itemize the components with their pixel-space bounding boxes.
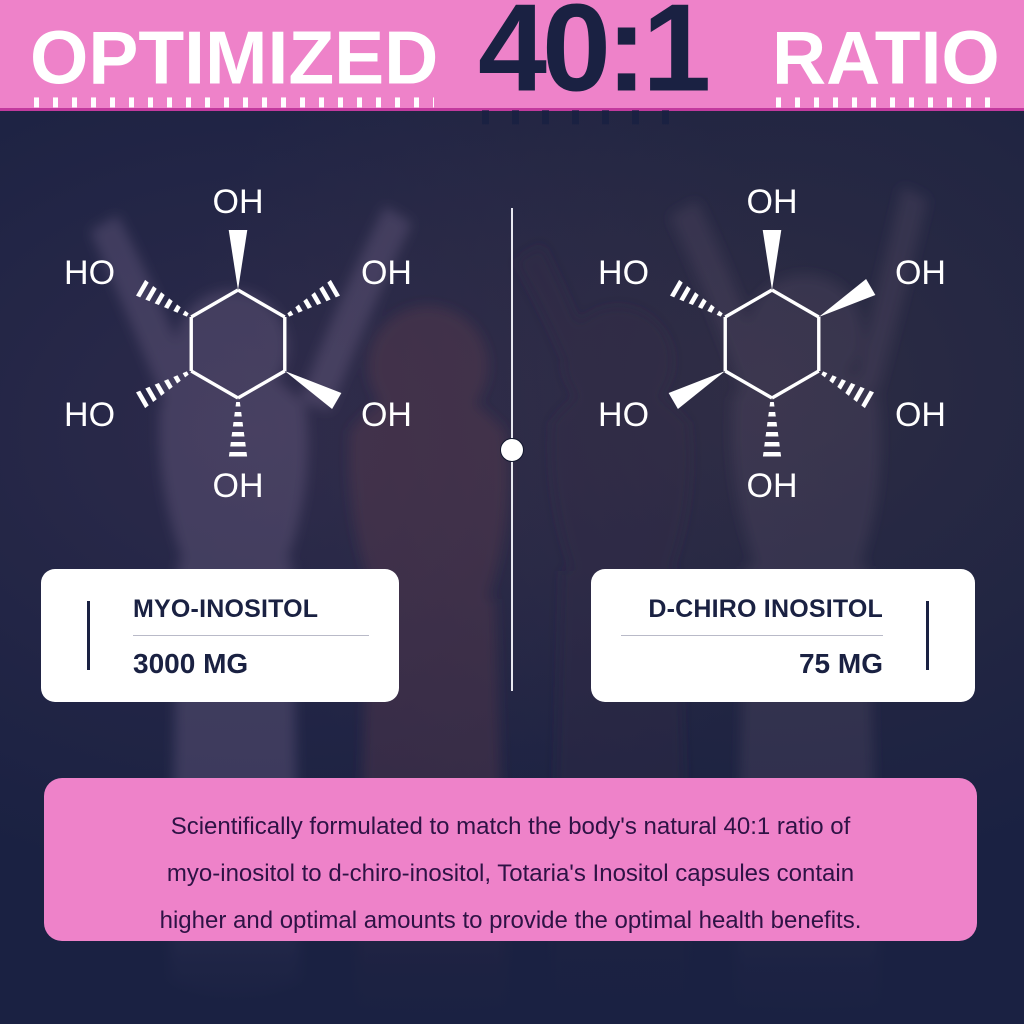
svg-text:OH: OH bbox=[747, 467, 798, 504]
svg-text:HO: HO bbox=[64, 254, 115, 292]
svg-text:OH: OH bbox=[213, 184, 264, 221]
svg-text:OH: OH bbox=[747, 184, 798, 221]
svg-text:OH: OH bbox=[895, 396, 946, 434]
svg-text:OH: OH bbox=[361, 254, 412, 292]
svg-text:HO: HO bbox=[598, 396, 649, 434]
svg-text:OH: OH bbox=[895, 254, 946, 292]
svg-text:HO: HO bbox=[64, 396, 115, 434]
svg-text:OH: OH bbox=[213, 467, 264, 504]
svg-text:HO: HO bbox=[598, 254, 649, 292]
svg-text:OH: OH bbox=[361, 396, 412, 434]
